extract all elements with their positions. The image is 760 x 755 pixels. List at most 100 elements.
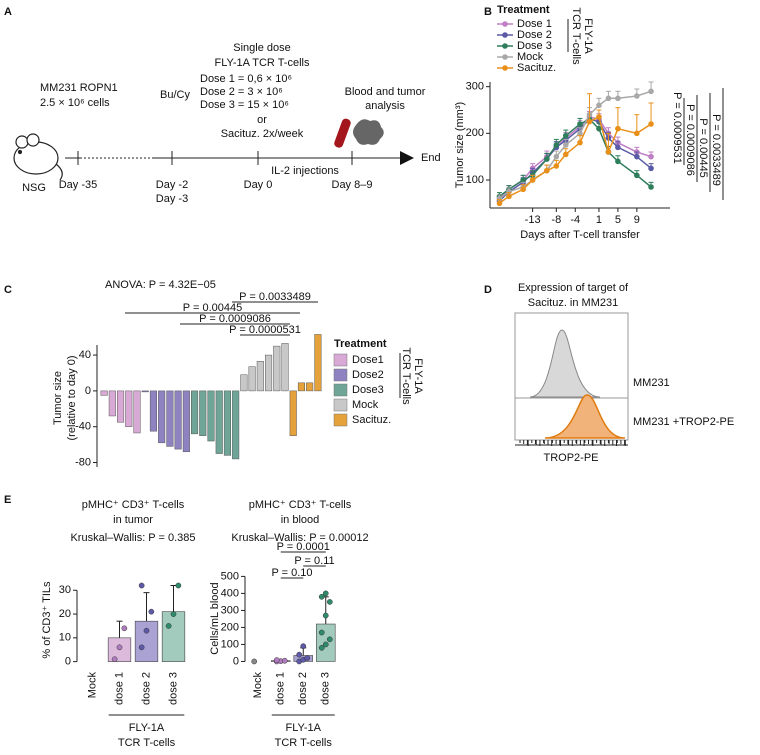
- x-tick-label: Mock: [86, 672, 98, 699]
- chart-title: pMHC⁺ CD3⁺ T-cells: [82, 499, 185, 511]
- y-tick-label: 200: [221, 621, 239, 633]
- data-point: [634, 93, 640, 99]
- legend-label: Dose3: [352, 384, 384, 396]
- data-point: [251, 658, 258, 665]
- chart-subtitle: Kruskal–Wallis: P = 0.00012: [231, 532, 368, 544]
- comparison-label: P = 0.0009086: [199, 313, 271, 325]
- mouse-icon: [13, 133, 63, 181]
- data-point: [596, 102, 602, 109]
- data-point: [121, 625, 128, 632]
- y-tick-label: 100: [221, 638, 239, 650]
- bar: [108, 390, 116, 417]
- x-tick-label: dose 1: [113, 672, 125, 705]
- bar: [191, 390, 199, 435]
- hist-label: MM231 +TROP2-PE: [633, 416, 734, 428]
- bar: [134, 620, 159, 662]
- legend-swatch: [333, 413, 348, 427]
- bar: [161, 611, 186, 662]
- legend-dot: [502, 43, 508, 49]
- bar: [207, 390, 215, 442]
- legend-swatch: [333, 353, 348, 367]
- legend-label: Sacituz.: [352, 414, 391, 426]
- data-point: [544, 167, 550, 174]
- timeline-arrow: [400, 151, 414, 165]
- bar: [289, 390, 297, 436]
- y-tick-label: 0: [85, 385, 91, 397]
- y-tick-label: -40: [75, 421, 91, 433]
- legend-title: Treatment: [497, 4, 550, 16]
- legend-swatch: [333, 383, 348, 397]
- legend-label: Dose2: [352, 369, 384, 381]
- panel-letter: A: [4, 6, 12, 18]
- data-point: [596, 125, 602, 132]
- y-axis-label: Tumor size (mm³): [454, 102, 466, 188]
- hist-xlabel: TROP2-PE: [543, 452, 598, 464]
- data-point: [322, 590, 329, 597]
- cells-text: MM231 ROPN1: [40, 82, 118, 94]
- comparison-label: P = 0.0000531: [229, 324, 301, 336]
- group-label: TCR T-cells: [118, 737, 176, 749]
- data-point: [304, 655, 311, 661]
- y-tick-label: 300: [466, 81, 484, 93]
- x-tick-label: -8: [551, 214, 561, 226]
- data-point: [165, 623, 172, 629]
- data-point: [520, 177, 526, 183]
- bar: [199, 390, 207, 436]
- data-point: [562, 151, 569, 158]
- data-point: [634, 130, 640, 137]
- bar: [240, 374, 248, 392]
- y-tick-label: 400: [221, 587, 239, 599]
- legend-label: Sacituz.: [517, 62, 556, 74]
- data-point: [648, 88, 654, 95]
- analysis-text: Blood and tumor: [345, 86, 426, 98]
- x-tick-label: 5: [615, 214, 621, 226]
- data-point: [170, 611, 177, 617]
- y-tick-label: 0: [233, 655, 239, 667]
- data-point: [615, 125, 621, 132]
- y-axis-label: Cells/mL blood: [209, 582, 221, 654]
- data-point: [318, 593, 325, 600]
- data-point: [506, 193, 512, 200]
- y-axis-label: (relative to day 0): [66, 356, 78, 441]
- data-point: [318, 644, 325, 651]
- data-point: [322, 612, 329, 619]
- hist-title: Sacituz. in MM231: [528, 297, 618, 309]
- data-point: [300, 643, 307, 649]
- bar: [125, 390, 133, 427]
- conditioning: Bu/Cy: [160, 89, 190, 101]
- y-axis-label: Tumor size: [52, 371, 64, 425]
- bar: [158, 390, 166, 444]
- group-label: TCR T-cells: [570, 7, 582, 65]
- data-point: [553, 163, 560, 169]
- bar: [232, 390, 240, 460]
- dose-title: FLY-1A TCR T-cells: [215, 57, 310, 69]
- bar: [273, 345, 281, 392]
- day-label: Day -2: [156, 179, 188, 191]
- alt-text: Sacituz. 2x/week: [221, 128, 304, 140]
- bar: [248, 366, 256, 392]
- legend-title: Treatment: [334, 338, 387, 350]
- data-point: [553, 142, 560, 148]
- data-point: [322, 641, 329, 648]
- bar: [149, 390, 157, 432]
- legend-label: Dose 2: [517, 29, 552, 41]
- dose-title: Single dose: [233, 42, 291, 54]
- chart-title: pMHC⁺ CD3⁺ T-cells: [249, 499, 352, 511]
- data-point: [648, 153, 654, 160]
- data-point: [596, 114, 602, 120]
- x-tick-label: dose 2: [297, 672, 309, 705]
- legend-label: Dose1: [352, 354, 384, 366]
- panel-letter: E: [4, 494, 11, 506]
- group-label: TCR T-cells: [400, 347, 412, 405]
- data-point: [326, 599, 333, 605]
- group-label: TCR T-cells: [275, 737, 333, 749]
- x-tick-label: Mock: [252, 672, 264, 699]
- x-tick-label: -13: [525, 214, 541, 226]
- data-point: [648, 165, 654, 172]
- x-tick-label: 1: [596, 214, 602, 226]
- legend-label: Dose 1: [517, 18, 552, 30]
- data-point: [138, 644, 145, 651]
- bar: [117, 390, 125, 423]
- data-point: [634, 172, 640, 179]
- end-label: End: [421, 152, 441, 164]
